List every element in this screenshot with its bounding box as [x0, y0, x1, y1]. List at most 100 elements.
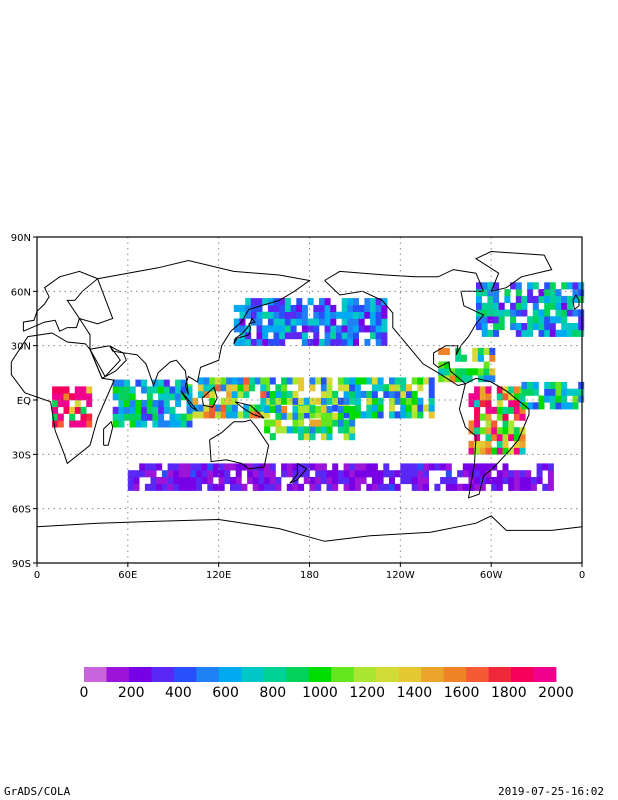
- precip-cell: [561, 316, 568, 324]
- precip-cell: [498, 309, 505, 317]
- precip-cell: [231, 404, 238, 412]
- precip-cell: [417, 411, 424, 419]
- precip-cell: [124, 400, 130, 408]
- precip-cell: [566, 388, 573, 396]
- precip-cell: [515, 323, 522, 331]
- precip-cell: [400, 397, 407, 405]
- precip-cell: [298, 433, 305, 441]
- precip-cell: [74, 386, 81, 394]
- precip-cell: [129, 393, 136, 401]
- precip-cell: [555, 329, 562, 337]
- precip-cell: [343, 377, 350, 385]
- precip-cell: [301, 332, 308, 340]
- precip-cell: [527, 329, 534, 337]
- precip-cell: [196, 463, 202, 471]
- precip-cell: [264, 483, 271, 491]
- precip-cell: [279, 304, 286, 312]
- precip-cell: [510, 309, 517, 317]
- precip-cell: [341, 325, 348, 333]
- precip-cell: [510, 282, 517, 290]
- precip-cell: [233, 318, 240, 326]
- precip-cell: [290, 318, 297, 326]
- precip-cell: [243, 390, 250, 398]
- precip-cell: [377, 411, 384, 419]
- precip-cell: [250, 338, 257, 346]
- precip-cell: [245, 332, 252, 340]
- precip-cell: [298, 412, 305, 420]
- precip-cell: [218, 463, 225, 471]
- precip-cell: [175, 413, 182, 421]
- precip-cell: [375, 311, 382, 319]
- precip-cell: [203, 411, 210, 419]
- precip-cell: [493, 316, 500, 324]
- precip-cell: [400, 390, 407, 398]
- precip-cell: [572, 282, 579, 290]
- precip-cell: [508, 386, 515, 394]
- precip-cell: [353, 332, 359, 340]
- precip-cell: [309, 377, 316, 385]
- precip-cell: [245, 298, 252, 306]
- precip-cell: [423, 463, 429, 471]
- precip-cell: [256, 332, 263, 340]
- precip-cell: [491, 483, 498, 491]
- precip-cell: [417, 483, 424, 491]
- precip-cell: [515, 329, 522, 337]
- precip-cell: [513, 406, 520, 414]
- precip-cell: [508, 470, 515, 478]
- precip-cell: [190, 477, 197, 485]
- precip-cell: [112, 406, 119, 414]
- precip-cell: [542, 463, 549, 471]
- precip-cell: [423, 483, 429, 491]
- precip-cell: [269, 433, 276, 441]
- precip-cell: [267, 325, 274, 333]
- precip-cell: [250, 298, 257, 306]
- colorbar-label: 1600: [444, 685, 480, 701]
- x-tick-label: 120W: [386, 570, 415, 581]
- coastline: [324, 269, 485, 387]
- precip-cell: [496, 400, 503, 408]
- precip-cell: [370, 325, 377, 333]
- precip-cell: [184, 477, 191, 485]
- precip-cell: [319, 298, 325, 306]
- precip-cell: [343, 426, 350, 434]
- precip-cell: [406, 470, 412, 478]
- precip-cell: [247, 463, 254, 471]
- precip-cell: [213, 483, 219, 491]
- precip-cell: [572, 388, 579, 396]
- precip-cell: [493, 282, 500, 290]
- precip-cell: [468, 483, 475, 491]
- precip-cell: [127, 470, 134, 478]
- precip-cell: [141, 379, 148, 387]
- x-tick-label: 120E: [206, 570, 231, 581]
- precip-cell: [532, 402, 539, 410]
- precip-cell: [275, 477, 282, 485]
- y-tick-label: 90N: [11, 233, 31, 244]
- precip-cell: [513, 440, 520, 448]
- precip-cell: [319, 304, 325, 312]
- precip-cell: [496, 440, 503, 448]
- precip-cell: [230, 483, 236, 491]
- precip-cell: [324, 332, 331, 340]
- precip-cell: [549, 402, 556, 410]
- precip-cell: [406, 397, 412, 405]
- precip-cell: [167, 483, 174, 491]
- precip-cell: [549, 329, 556, 337]
- precip-cell: [347, 332, 354, 340]
- precip-cell: [141, 400, 148, 408]
- precip-cell: [354, 377, 361, 385]
- precip-cell: [353, 318, 359, 326]
- precip-cell: [347, 318, 354, 326]
- precip-cell: [118, 400, 125, 408]
- precip-cell: [555, 381, 562, 389]
- precip-cell: [332, 463, 339, 471]
- precip-cell: [248, 404, 255, 412]
- precip-cell: [235, 477, 242, 485]
- precip-cell: [161, 483, 168, 491]
- precip-cell: [152, 413, 159, 421]
- precip-cell: [394, 390, 401, 398]
- precip-cell: [301, 311, 308, 319]
- precip-cell: [326, 470, 333, 478]
- precip-cell: [256, 338, 263, 346]
- precip-cell: [349, 419, 356, 427]
- precip-cell: [538, 402, 545, 410]
